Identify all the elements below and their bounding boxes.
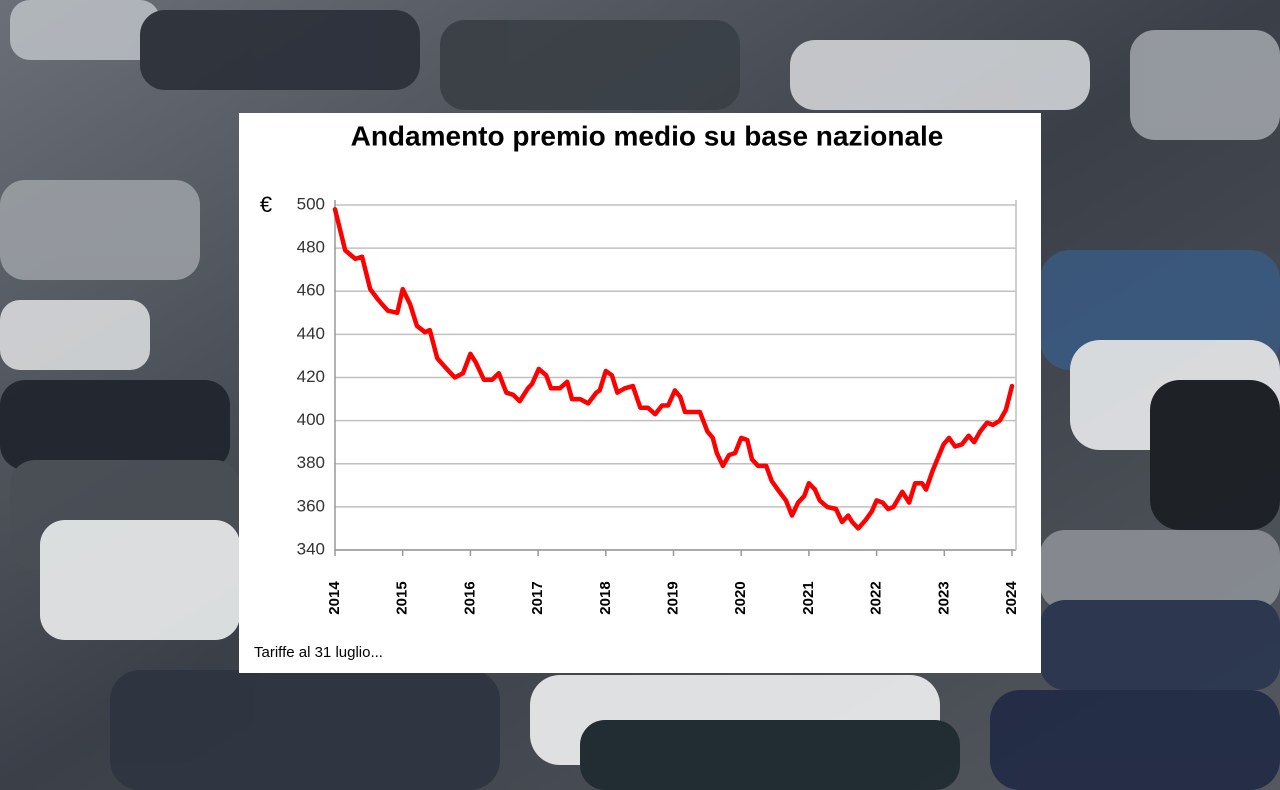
y-tick-label: 360	[297, 496, 325, 515]
footnote: Tariffe al 31 luglio...	[254, 644, 383, 661]
y-tick-label: 340	[297, 539, 325, 558]
x-tick-label: 2022	[868, 581, 885, 614]
x-tick-label: 2023	[935, 581, 952, 614]
x-tick-label: 2021	[800, 581, 817, 614]
y-tick-label: 500	[297, 194, 325, 213]
chart-panel	[239, 113, 1041, 673]
x-tick-label: 2014	[326, 581, 343, 615]
x-tick-label: 2017	[529, 581, 546, 614]
y-tick-label: 420	[297, 367, 325, 386]
x-tick-label: 2015	[394, 581, 411, 614]
y-tick-label: 380	[297, 453, 325, 472]
x-tick-label: 2016	[461, 581, 478, 614]
y-tick-label: 400	[297, 410, 325, 429]
data-line	[332, 207, 1015, 531]
x-tick-label: 2020	[732, 581, 749, 614]
x-tick-label: 2019	[664, 581, 681, 614]
y-tick-label: 480	[297, 238, 325, 257]
y-tick-label: 440	[297, 324, 325, 343]
chart-title: Andamento premio medio su base nazionale	[351, 120, 944, 151]
y-axis-label: €	[260, 192, 272, 217]
x-tick-label: 2024	[1003, 581, 1020, 615]
x-tick-label: 2018	[597, 581, 614, 614]
y-tick-label: 460	[297, 281, 325, 300]
